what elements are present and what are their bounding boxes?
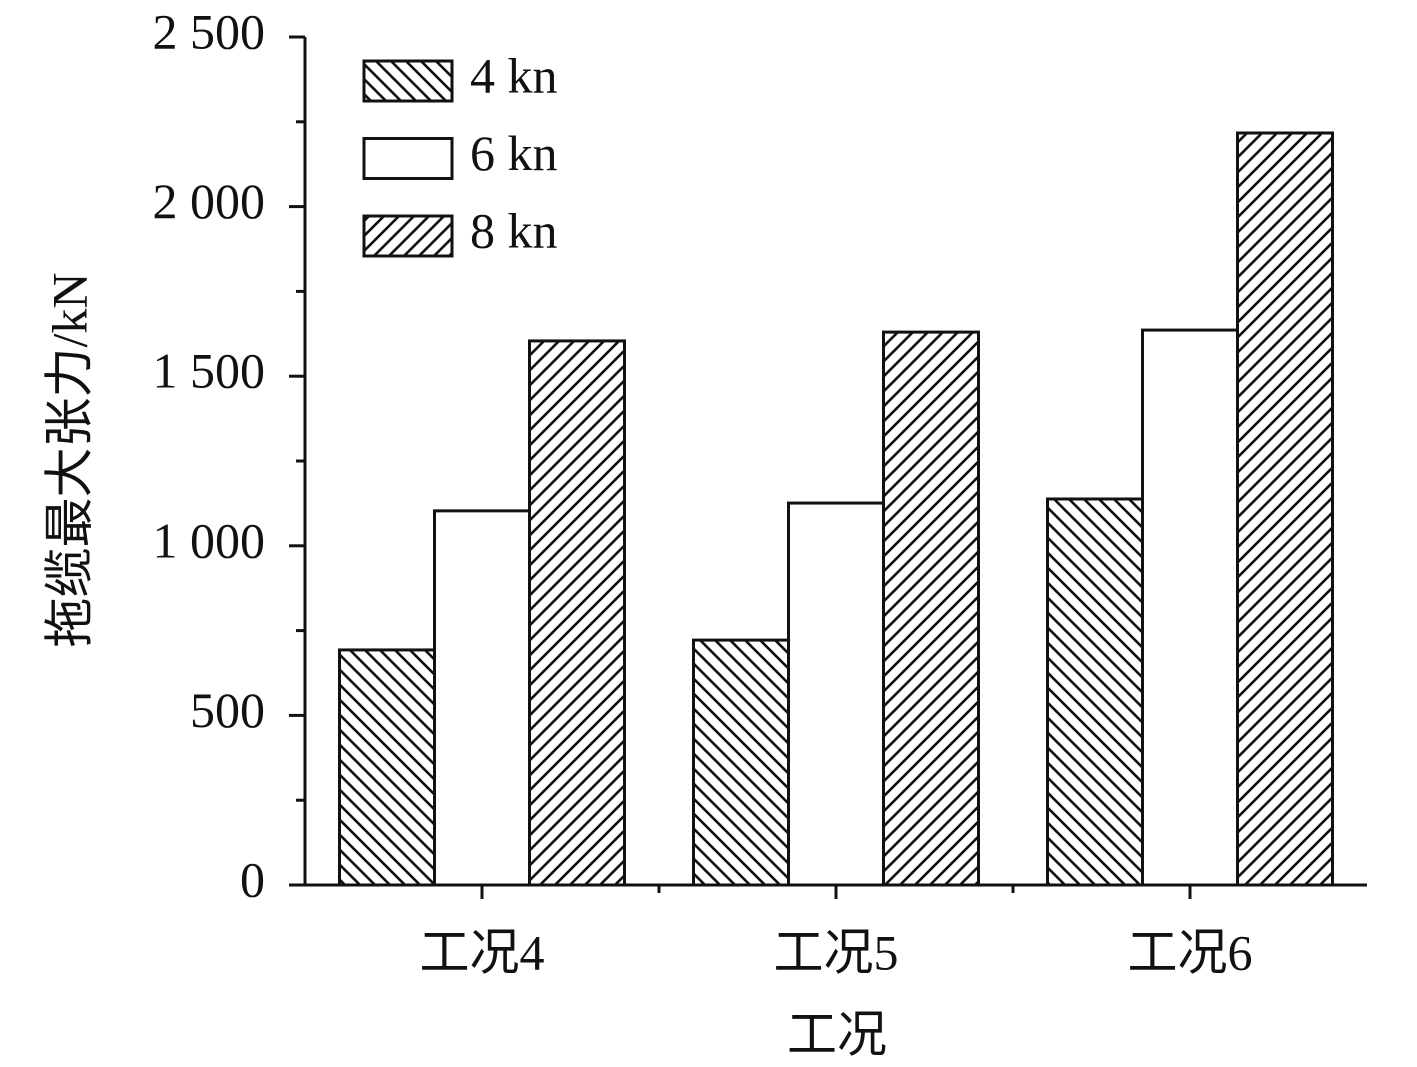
x-axis-label: 工况 — [787, 1006, 887, 1062]
legend-label: 6 kn — [470, 125, 558, 181]
legend-label: 8 kn — [470, 202, 558, 258]
bar — [1141, 328, 1239, 887]
bar — [787, 501, 885, 887]
y-tick-label: 1 500 — [153, 343, 266, 399]
bar — [1046, 497, 1144, 887]
y-tick-label: 1 000 — [153, 512, 266, 568]
legend-swatch — [362, 214, 454, 258]
x-tick-label: 工况6 — [1128, 924, 1253, 980]
bar — [338, 648, 436, 887]
y-tick-label: 500 — [190, 682, 265, 738]
legend-swatch — [362, 59, 454, 103]
bar — [528, 339, 626, 887]
bar — [433, 509, 531, 887]
bar — [1236, 131, 1334, 887]
bar — [692, 638, 790, 887]
y-tick-label: 2 000 — [153, 173, 266, 229]
x-tick-label: 工况4 — [420, 924, 545, 980]
y-tick-label: 0 — [240, 851, 265, 907]
y-axis-label: 拖缆最大张力/kN — [41, 273, 97, 648]
legend-swatch — [362, 137, 454, 180]
legend-label: 4 kn — [470, 47, 558, 103]
y-tick-label: 2 500 — [153, 3, 266, 59]
x-tick-label: 工况5 — [774, 924, 899, 980]
bar — [882, 330, 980, 887]
